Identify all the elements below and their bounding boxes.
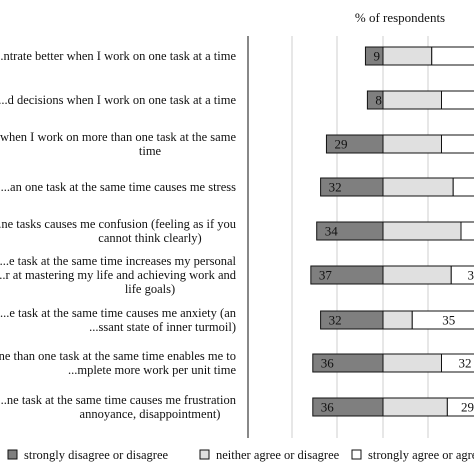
bar-agree (441, 134, 474, 154)
category-label: ...mplete more work per unit time (68, 363, 236, 377)
category-label: life goals) (125, 282, 175, 296)
category-label: ...e task at the same time increases my … (0, 254, 237, 268)
legend-label: neither agree or disagree (216, 448, 340, 462)
legend-label: strongly disagree or disagree (24, 448, 169, 462)
data-label-agree: 29 (461, 400, 474, 415)
category-label: cannot think clearly) (98, 231, 201, 245)
bar-agree (431, 46, 474, 66)
bar-neutral (382, 221, 462, 241)
data-label-disagree: 36 (321, 400, 335, 415)
category-label: ...ne task at the same time causes me fr… (0, 393, 237, 407)
data-label-disagree: 8 (375, 93, 382, 108)
category-label: ...ntrate better when I work on one task… (0, 49, 236, 63)
legend-swatch (7, 449, 18, 460)
bar-neutral (382, 397, 448, 417)
category-label: ...when I work on more than one task at … (0, 130, 236, 144)
bar-neutral (382, 177, 454, 197)
bar-agree (411, 310, 474, 330)
category-label: annoyance, disappointment) (80, 407, 221, 421)
bar-neutral (382, 353, 442, 373)
legend-swatch (351, 449, 362, 460)
bar-neutral (382, 134, 442, 154)
bar-agree (446, 397, 474, 417)
x-axis-title: % of respondents (355, 10, 445, 25)
bar-neutral (382, 90, 442, 110)
data-label-disagree: 29 (334, 137, 347, 152)
bar-agree (452, 177, 474, 197)
bar-agree (441, 353, 474, 373)
bar-neutral (382, 46, 433, 66)
data-label-disagree: 32 (329, 180, 342, 195)
data-label-agree: 3 (468, 268, 474, 283)
legend-swatch (199, 449, 210, 460)
bar-neutral (382, 310, 413, 330)
data-label-disagree: 32 (329, 313, 342, 328)
legend-label: strongly agree or agree (368, 448, 474, 462)
category-label: ...ne than one task at the same time ena… (0, 349, 236, 363)
category-label: ...an one task at the same time causes m… (1, 180, 236, 194)
category-label: ...r at mastering my life and achieving … (0, 268, 237, 282)
category-label: ...ssant state of inner turmoil) (89, 320, 236, 334)
bar-neutral (382, 265, 452, 285)
category-labels: ...ntrate better when I work on one task… (0, 49, 237, 421)
data-label-agree: 35 (442, 313, 455, 328)
data-label-disagree: 34 (325, 224, 339, 239)
data-label-disagree: 9 (373, 49, 380, 64)
bar-agree (441, 90, 474, 110)
legend: strongly disagree or disagree neither agr… (7, 448, 474, 462)
category-label: ...d decisions when I work on one task a… (0, 93, 236, 107)
data-label-agree: 32 (459, 356, 472, 371)
category-label: ...e task at the same time causes me anx… (0, 306, 237, 320)
bars: 9 8 29 32 34 37 3 32 35 36 32 36 29 (310, 46, 474, 417)
bar-agree (460, 221, 474, 241)
category-label: ...ne tasks causes me confusion (feeling… (0, 217, 237, 231)
category-label: time (139, 144, 162, 158)
data-label-disagree: 36 (321, 356, 335, 371)
data-label-disagree: 37 (319, 268, 333, 283)
bar-agree (450, 265, 474, 285)
